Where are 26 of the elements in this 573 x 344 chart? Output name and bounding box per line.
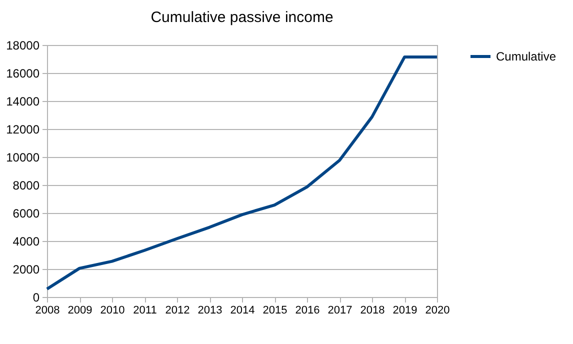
x-tick-label: 2008 xyxy=(35,304,60,316)
x-tick-label: 2012 xyxy=(165,304,190,316)
y-tick-label: 0 xyxy=(32,290,40,304)
x-tick-label: 2020 xyxy=(425,304,450,316)
line-series xyxy=(46,56,438,291)
y-tick-label: 16000 xyxy=(6,66,40,80)
x-tick-label: 2014 xyxy=(230,304,255,316)
x-tick-label: 2017 xyxy=(328,304,352,316)
x-tick-label: 2010 xyxy=(100,304,125,316)
y-tick-label: 12000 xyxy=(6,122,40,136)
chart-title: Cumulative passive income xyxy=(150,9,334,26)
y-tick-label: 10000 xyxy=(6,150,40,164)
y-tick-label: 2000 xyxy=(12,262,40,276)
y-tick-label: 14000 xyxy=(6,94,40,108)
y-tick-label: 4000 xyxy=(12,234,40,248)
legend-label: Cumulative xyxy=(496,50,556,64)
y-tick-label: 6000 xyxy=(12,206,40,220)
x-tick-label: 2016 xyxy=(295,304,320,316)
x-tick-label: 2019 xyxy=(392,304,418,316)
y-tick-label: 18000 xyxy=(6,38,40,52)
x-tick-label: 2018 xyxy=(360,304,385,316)
y-tick-label: 8000 xyxy=(12,178,40,192)
x-tick-label: 2009 xyxy=(68,304,92,316)
x-tick-label: 2015 xyxy=(262,304,288,316)
x-tick-label: 2011 xyxy=(133,304,157,316)
x-tick-label: 2013 xyxy=(198,304,222,316)
